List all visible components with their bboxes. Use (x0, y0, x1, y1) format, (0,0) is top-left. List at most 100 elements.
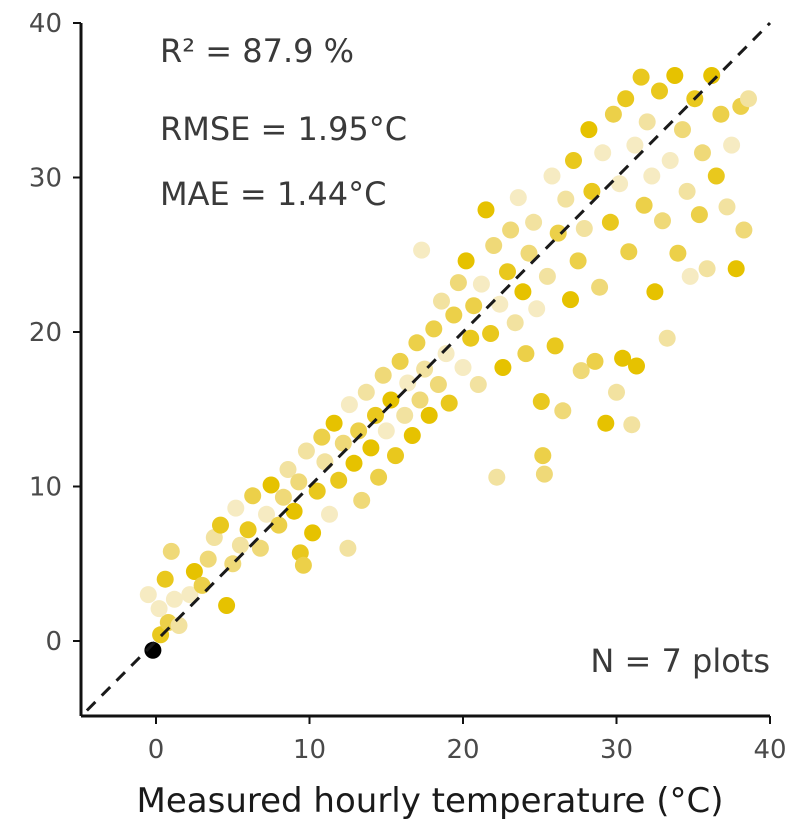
data-point (274, 488, 292, 506)
data-point (370, 468, 388, 486)
data-point (674, 121, 691, 139)
data-point (491, 295, 509, 313)
data-point (294, 556, 312, 574)
data-point (244, 487, 262, 505)
data-point (635, 196, 653, 214)
data-point (517, 345, 535, 363)
data-point (482, 325, 500, 342)
data-point (666, 67, 684, 84)
data-point (669, 244, 687, 262)
data-point (594, 144, 612, 162)
data-point (632, 68, 650, 86)
data-point (654, 212, 671, 230)
x-tick-label: 30 (600, 735, 633, 765)
data-point (509, 189, 527, 207)
data-point (546, 337, 564, 355)
data-point (488, 468, 506, 486)
data-point (628, 357, 645, 375)
data-point (565, 152, 582, 169)
data-point (193, 576, 211, 594)
data-point (549, 224, 567, 242)
data-point (413, 241, 431, 259)
data-point (340, 396, 358, 414)
data-point (651, 82, 668, 100)
data-point (538, 267, 556, 285)
data-point (316, 453, 334, 471)
data-point (353, 491, 371, 509)
data-point (362, 439, 380, 457)
data-point (586, 352, 604, 370)
data-point (258, 505, 275, 523)
data-point (472, 275, 490, 293)
data-point (411, 391, 429, 409)
data-point (723, 136, 741, 154)
data-point (396, 406, 414, 424)
data-point (162, 542, 180, 560)
y-tick-label: 40 (29, 9, 62, 39)
data-point (502, 221, 520, 239)
data-point (506, 314, 524, 332)
data-point (403, 427, 421, 444)
data-point (387, 447, 404, 465)
y-tick-label: 30 (29, 164, 62, 194)
data-point (740, 90, 757, 108)
n-annotation: N = 7 plots (590, 642, 770, 680)
data-point (620, 243, 638, 261)
data-point (580, 121, 598, 139)
y-tick-label: 10 (29, 473, 62, 503)
data-point (304, 524, 322, 542)
data-point (562, 291, 579, 309)
data-point (382, 391, 400, 409)
data-point (165, 590, 183, 608)
mae-annotation: MAE = 1.44°C (160, 175, 386, 213)
data-point (557, 190, 575, 208)
y-tick-label: 20 (29, 318, 62, 348)
data-point (597, 414, 615, 432)
points-layer (139, 67, 757, 659)
data-point (357, 383, 375, 401)
data-point (321, 505, 338, 523)
data-point (297, 442, 315, 460)
data-point (520, 244, 538, 262)
data-point (334, 434, 352, 452)
x-tick-label: 20 (446, 735, 479, 765)
data-point (239, 521, 257, 539)
data-point (469, 376, 487, 393)
data-point (218, 597, 236, 614)
data-point (262, 476, 280, 494)
data-point (440, 394, 458, 412)
data-point (718, 198, 736, 216)
data-point (532, 393, 550, 410)
data-point (374, 366, 392, 384)
data-point (251, 539, 269, 557)
data-point (583, 182, 601, 200)
data-point (377, 422, 395, 440)
data-point (591, 278, 609, 296)
data-point (678, 182, 696, 200)
data-point (420, 406, 438, 424)
data-point (528, 300, 546, 318)
data-point (690, 206, 708, 224)
x-axis-label: Measured hourly temperature (°C) (137, 781, 724, 821)
data-point (350, 422, 368, 440)
data-point (425, 320, 443, 338)
data-point (543, 167, 561, 185)
data-point (485, 237, 503, 254)
data-point (601, 213, 619, 231)
data-point (617, 90, 635, 108)
data-point (339, 539, 357, 557)
data-point (499, 263, 516, 281)
data-point (681, 267, 699, 285)
data-point (445, 306, 463, 324)
data-point (703, 67, 721, 84)
data-point (325, 414, 343, 432)
data-point (181, 586, 199, 604)
data-point (330, 471, 348, 489)
data-point (457, 252, 475, 270)
data-point (313, 428, 331, 446)
data-point (367, 406, 384, 424)
data-point (661, 152, 679, 169)
x-tick-label: 10 (293, 735, 326, 765)
data-point (477, 201, 495, 219)
data-point (449, 274, 467, 292)
